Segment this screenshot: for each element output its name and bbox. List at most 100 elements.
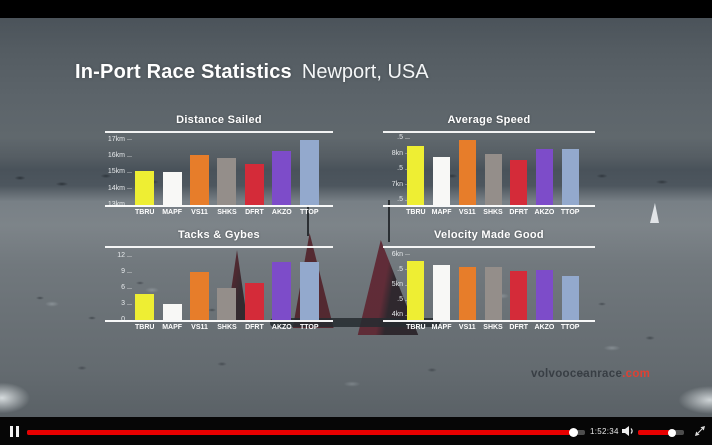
y-tick-label: 6kn [391, 250, 411, 258]
bar-shks [217, 288, 237, 320]
bar-slot [241, 135, 268, 205]
bar-vs11 [190, 154, 210, 205]
team-label: MAPF [431, 324, 452, 331]
team-label: SHKS [217, 209, 237, 216]
y-tick-label: .5 [397, 296, 410, 304]
y-tick-label: 12 [117, 252, 132, 260]
chart-tacks-gybes: Tacks & Gybes 129630 TBRUMAPFVS11SHKSDFR… [105, 229, 333, 331]
bar-slot [158, 135, 185, 205]
bar-ttop [299, 139, 319, 205]
bar-slot [557, 135, 583, 205]
team-label: AKZO [534, 209, 555, 216]
chart-distance-sailed: Distance Sailed 17km16km15km14km13km TBR… [105, 114, 333, 216]
sailboat-mast [307, 196, 309, 236]
chart-average-speed: Average Speed .5 8kn .5 7kn .5 TBRU MAPF VS11 S… [383, 114, 595, 216]
chart-plot: .5 8kn .5 7kn .5 [383, 134, 595, 207]
bar-dfrt [510, 271, 528, 320]
y-tick-label: .5 [397, 134, 410, 142]
team-label: VS11 [458, 209, 476, 216]
bar-mapf [433, 265, 451, 320]
sailboat-hull [270, 318, 440, 327]
bar-slot [403, 250, 429, 320]
bar-slot [429, 135, 455, 205]
y-axis: 6kn .5 5kn .5 4kn [383, 250, 411, 320]
y-tick-label: 3 [121, 300, 132, 308]
speaker-icon[interactable] [621, 425, 635, 437]
chart-title: Distance Sailed [176, 114, 262, 126]
bar-slot [454, 135, 480, 205]
bars [403, 135, 583, 205]
y-tick-label: 4kn [391, 311, 411, 319]
team-label: SHKS [483, 209, 503, 216]
x-axis-line [383, 205, 595, 207]
y-tick-label: 5kn [391, 281, 411, 288]
bar-vs11 [190, 272, 210, 320]
team-label: SHKS [217, 324, 237, 331]
bar-slot [213, 250, 240, 320]
bar-slot [480, 135, 506, 205]
team-label: AKZO [271, 209, 292, 216]
team-label: TTOP [560, 324, 580, 331]
small-sailboat [650, 203, 659, 223]
x-axis-line [105, 205, 333, 207]
team-label: SHKS [483, 324, 503, 331]
bar-vs11 [458, 266, 476, 320]
fullscreen-icon[interactable] [694, 425, 706, 437]
bar-slot [131, 250, 158, 320]
video-viewport[interactable] [0, 18, 712, 417]
bar-dfrt [244, 164, 264, 205]
chart-title: Velocity Made Good [434, 229, 544, 241]
x-axis-line [383, 320, 595, 322]
bar-slot [532, 135, 558, 205]
bar-akzo [535, 149, 553, 205]
bar-slot [429, 250, 455, 320]
x-axis-line [105, 320, 333, 322]
bar-vs11 [458, 139, 476, 205]
team-label: TTOP [560, 209, 580, 216]
bar-shks [484, 266, 502, 320]
team-label: TBRU [406, 209, 426, 216]
chart-title: Average Speed [447, 114, 531, 126]
team-label: VS11 [191, 324, 208, 331]
y-tick-label: 7kn [391, 180, 411, 188]
pause-icon [10, 426, 13, 437]
team-label: MAPF [431, 209, 452, 216]
team-label: DFRT [245, 324, 264, 331]
bar-slot [480, 250, 506, 320]
chart-title-rule [383, 131, 595, 133]
progress-knob[interactable] [569, 428, 579, 437]
progress-bar[interactable] [27, 428, 585, 437]
chart-plot: 6kn .5 5kn .5 4kn [383, 250, 595, 322]
letterbox-top [0, 0, 712, 18]
bar-slot [296, 135, 323, 205]
bar-tbru [407, 145, 425, 205]
bar-mapf [162, 304, 182, 320]
bar-slot [506, 135, 532, 205]
title-main: In-Port Race Statistics [75, 61, 292, 83]
pause-button[interactable] [10, 426, 20, 437]
bar-dfrt [510, 159, 528, 205]
team-labels: TBRU MAPF VS11 SHKS DFRT AKZO TTOP [131, 209, 323, 216]
title-location: Newport, USA [301, 61, 429, 83]
team-label: TBRU [406, 324, 426, 331]
chart-velocity-made-good: Velocity Made Good 6kn .5 5kn .5 4kn TBRU MAP… [383, 229, 595, 331]
team-label: TBRU [134, 209, 155, 216]
y-tick-label: .5 [397, 165, 410, 173]
y-tick-label: .5 [397, 265, 410, 273]
bar-slot [403, 135, 429, 205]
y-axis: 17km16km15km14km13km [105, 135, 133, 208]
y-tick-label: 14km [107, 184, 133, 192]
bar-tbru [407, 260, 425, 320]
bar-slot [296, 250, 323, 320]
volume-slider[interactable] [638, 428, 684, 437]
bars [403, 250, 583, 320]
bar-ttop [561, 149, 579, 205]
y-tick-label: 16km [107, 152, 133, 160]
bar-tbru [135, 170, 155, 205]
team-label: AKZO [534, 324, 555, 331]
team-label: AKZO [271, 324, 292, 331]
volume-knob[interactable] [668, 428, 677, 437]
elapsed-time: 1:52:34 [590, 427, 619, 436]
